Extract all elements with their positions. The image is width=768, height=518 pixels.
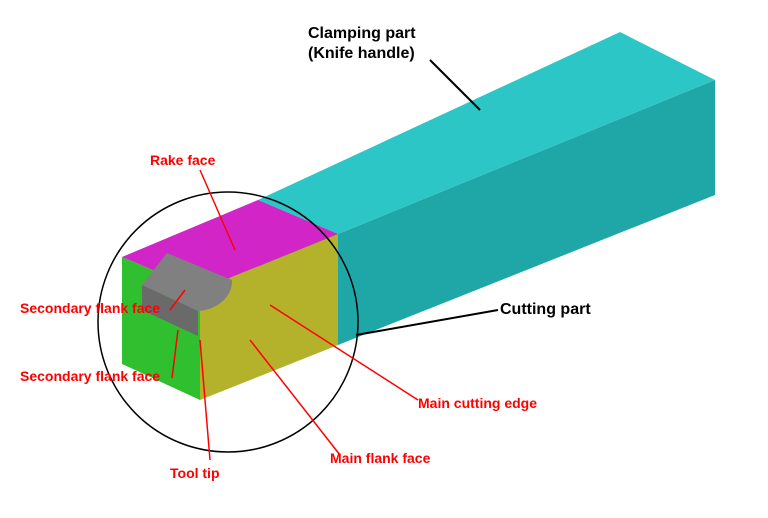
label-clamping-2: (Knife handle) <box>308 44 415 64</box>
label-rake-face: Rake face <box>150 152 215 170</box>
label-secondary-flank-2: Secondary flank face <box>20 368 160 386</box>
diagram-stage: { "canvas": {"w": 768, "h": 518, "bg": "… <box>0 0 768 518</box>
label-cutting-part: Cutting part <box>500 300 591 320</box>
label-secondary-flank-1: Secondary flank face <box>20 300 160 318</box>
diagram-svg <box>0 0 768 518</box>
label-tool-tip: Tool tip <box>170 465 220 483</box>
label-clamping-1: Clamping part <box>308 24 416 44</box>
label-main-flank: Main flank face <box>330 450 430 468</box>
label-main-cutting-edge: Main cutting edge <box>418 395 537 413</box>
